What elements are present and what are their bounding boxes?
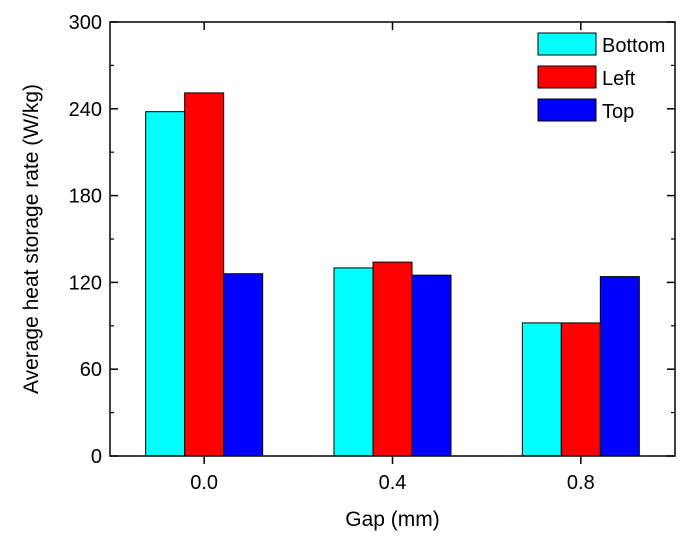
x-tick-label: 0.0 [190,472,218,494]
y-tick-label: 0 [91,446,102,468]
legend: Bottom Left Top [537,32,665,123]
y-tick-label: 300 [69,12,102,34]
legend-label-top: Top [602,101,634,123]
bars-layer [145,92,640,457]
y-axis: 0 60 120 180 240 300 [69,12,675,468]
x-tick-label: 0.8 [567,472,595,494]
y-tick-label: 60 [80,359,102,381]
bar-left-0 [184,92,225,457]
legend-label-left: Left [602,68,636,90]
bar-top-1 [411,274,452,457]
y-tick-label: 240 [69,99,102,121]
legend-swatch-top [537,98,597,122]
bar-left-2 [560,322,601,457]
y-tick-label: 120 [69,272,102,294]
y-axis-title: Average heat storage rate (W/kg) [20,84,43,394]
bar-bottom-1 [333,267,374,457]
bar-bottom-2 [521,322,562,457]
x-axis: 0.0 0.4 0.8 [190,22,595,494]
bar-top-2 [599,276,640,457]
x-tick-label: 0.4 [379,472,407,494]
bar-top-0 [223,273,264,457]
legend-label-bottom: Bottom [602,35,665,57]
bar-left-1 [372,261,413,457]
legend-swatch-left [537,65,597,89]
x-axis-title: Gap (mm) [345,508,440,531]
y-tick-label: 180 [69,186,102,208]
bar-bottom-0 [145,111,186,457]
legend-swatch-bottom [537,32,597,56]
